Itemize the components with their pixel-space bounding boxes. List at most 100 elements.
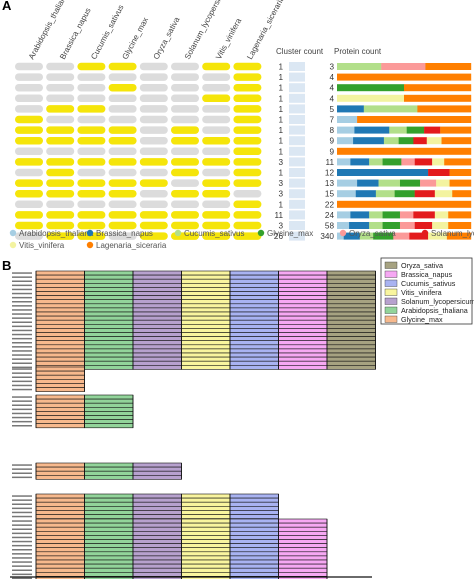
heatmap-cell: [229, 307, 279, 313]
heatmap-cell: [132, 332, 182, 337]
heatmap-cell: [84, 514, 134, 519]
heatmap-cell: [229, 332, 279, 337]
heatmap-cell: [132, 567, 182, 573]
protein-count-value: 3: [329, 63, 334, 72]
legend-label: Brassica_napus: [96, 229, 153, 238]
presence-cell: [171, 105, 199, 113]
gene-label-mark: [12, 515, 32, 518]
cluster-count-value: 1: [278, 126, 283, 135]
protein-count-segment: [406, 126, 425, 134]
heatmap-cell: [326, 299, 376, 305]
heatmap-cell: [35, 315, 85, 321]
gene-label-mark: [12, 472, 32, 474]
heatmap-cell: [35, 505, 85, 511]
protein-count-segment: [420, 179, 437, 187]
presence-cell: [108, 158, 137, 166]
protein-count-segment: [337, 63, 382, 70]
panel-b-legend-swatch: [384, 279, 398, 287]
heatmap-cell: [132, 291, 182, 296]
cluster-count-value: 1: [278, 84, 283, 93]
heatmap-cell: [132, 522, 182, 528]
legend-marker: [86, 229, 94, 237]
protein-count-segment: [432, 222, 449, 229]
protein-count-segment: [444, 158, 472, 166]
heatmap-cell: [35, 567, 85, 573]
presence-cell: [202, 83, 231, 92]
heatmap-cell: [84, 352, 134, 358]
cluster-count-bar: [289, 83, 305, 93]
heatmap-cell: [181, 340, 231, 346]
heatmap-cell: [132, 470, 182, 476]
heatmap-cell: [84, 535, 134, 540]
protein-count-segment: [434, 211, 449, 219]
gene-label-mark: [12, 325, 32, 328]
gene-label-mark: [12, 321, 32, 323]
cluster-count-bar: [289, 115, 305, 124]
heatmap-cell: [84, 522, 134, 528]
heatmap-cell: [229, 497, 279, 503]
presence-cell: [46, 115, 75, 124]
heatmap-cell: [181, 543, 231, 548]
heatmap-cell: [229, 364, 279, 370]
protein-count-segment: [448, 211, 472, 219]
presence-cell: [139, 189, 168, 198]
presence-cell: [108, 200, 137, 209]
heatmap-cell: [132, 497, 182, 503]
heatmap-cell: [278, 551, 328, 557]
heatmap-cell: [278, 274, 328, 280]
heatmap-cell: [84, 571, 134, 577]
protein-count-segment: [409, 232, 429, 240]
protein-count-segment: [452, 190, 472, 198]
heatmap-cell: [35, 547, 85, 553]
legend-label: Solanum_lycopersicum: [431, 229, 474, 238]
heatmap-cell: [229, 315, 279, 321]
gene-label-mark: [12, 499, 32, 501]
heatmap-cell: [84, 563, 134, 569]
heatmap-cell: [35, 336, 85, 342]
presence-cell: [139, 221, 168, 230]
presence-cell: [15, 179, 43, 187]
presence-cell: [202, 221, 231, 230]
heatmap-cell: [229, 559, 279, 565]
heatmap-cell: [35, 518, 85, 524]
heatmap-cell: [229, 278, 279, 284]
presence-cell: [15, 136, 43, 145]
heatmap-cell: [35, 340, 85, 346]
heatmap-cell: [35, 530, 85, 536]
presence-cell: [171, 83, 199, 92]
heatmap-cell: [181, 348, 231, 354]
protein-count-segment: [424, 126, 441, 134]
protein-count-segment: [446, 232, 472, 240]
protein-count-segment: [393, 232, 410, 240]
presence-cell: [171, 158, 199, 166]
species-header: Vitis_vinifera: [214, 16, 243, 61]
panel-b-legend-label: Brassica_napus: [401, 270, 453, 279]
gene-label-mark: [12, 420, 32, 423]
heatmap-cell: [35, 497, 85, 503]
heatmap-cell: [84, 526, 134, 532]
presence-cell: [77, 147, 106, 156]
heatmap-cell: [278, 535, 328, 540]
heatmap-cell: [84, 303, 134, 309]
panel-b-legend-swatch: [384, 315, 398, 323]
gene-label-mark: [12, 495, 32, 497]
heatmap-cell: [229, 567, 279, 573]
gene-label-mark: [12, 524, 32, 526]
panel-b-legend-label: Arabidopsis_thaliana: [401, 306, 468, 315]
presence-cell: [233, 200, 262, 209]
heatmap-cell: [278, 319, 328, 325]
heatmap-cell: [181, 307, 231, 313]
cluster-count-bar: [289, 146, 305, 156]
heatmap-cell: [35, 466, 85, 472]
heatmap-cell: [181, 567, 231, 573]
presence-cell: [171, 200, 199, 209]
presence-cell: [108, 105, 137, 113]
heatmap-cell: [229, 291, 279, 296]
heatmap-cell: [181, 551, 231, 557]
gene-label-mark: [12, 350, 32, 352]
gene-label-mark: [12, 468, 32, 470]
cluster-count-value: 11: [275, 211, 284, 220]
cluster-count-bar: [289, 199, 305, 209]
cluster-count-value: 1: [278, 147, 283, 156]
heatmap-cell: [35, 282, 85, 288]
